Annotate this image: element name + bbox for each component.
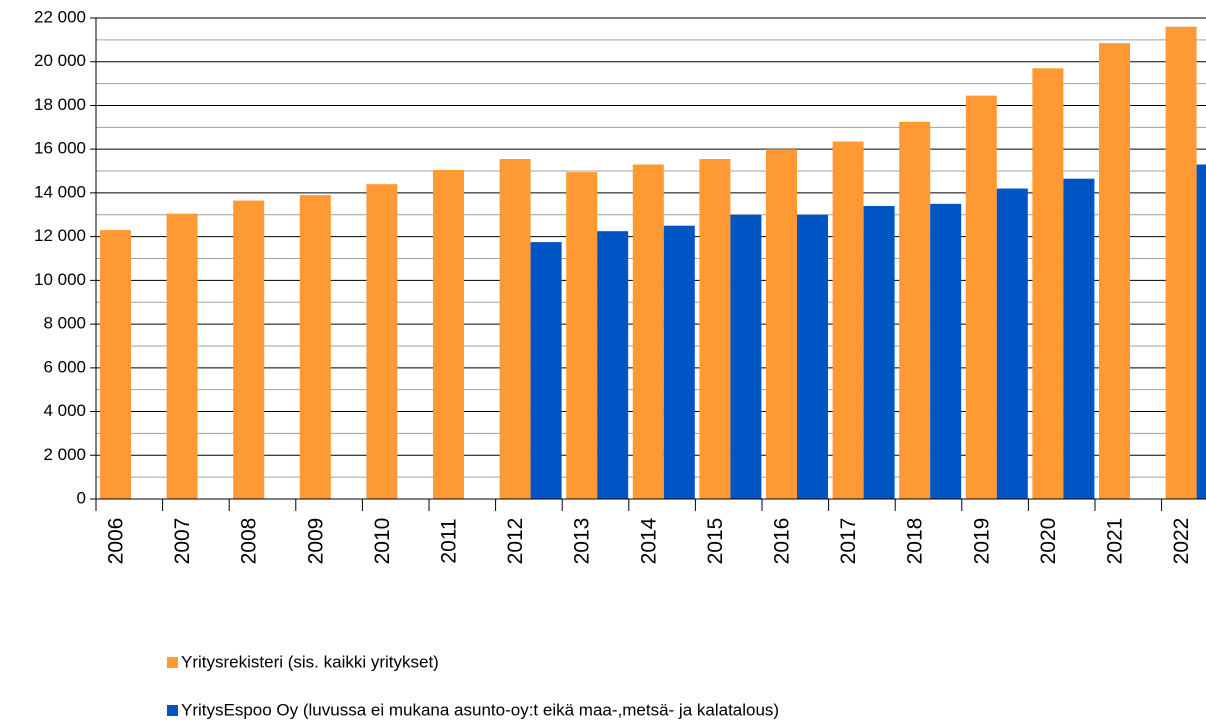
x-tick-label: 2019 <box>970 518 993 565</box>
y-tick-label: 12 000 <box>34 226 86 245</box>
bar <box>996 188 1028 499</box>
bar <box>730 214 762 500</box>
x-tick-label: 2015 <box>704 518 727 565</box>
bar <box>965 95 997 499</box>
y-tick-label: 16 000 <box>34 139 86 158</box>
bar <box>832 141 864 499</box>
bar <box>100 230 131 499</box>
y-tick-label: 14 000 <box>34 182 86 201</box>
bar <box>433 169 464 499</box>
y-tick-label: 10 000 <box>34 270 86 289</box>
bar <box>766 149 797 499</box>
x-tick-label: 2018 <box>904 518 927 565</box>
y-tick-label: 2 000 <box>43 445 86 464</box>
y-tick-label: 22 000 <box>34 7 86 26</box>
bar <box>1165 26 1197 500</box>
x-tick-label: 2011 <box>438 518 461 563</box>
legend-label: YritysEspoo Oy (luvussa ei mukana asunto… <box>181 700 779 719</box>
bar <box>899 121 931 500</box>
bar <box>299 195 331 499</box>
bar <box>166 213 198 499</box>
bar <box>930 203 962 499</box>
bar <box>863 206 895 499</box>
bar <box>597 231 629 499</box>
legend-swatch <box>167 657 178 668</box>
legend-swatch <box>167 705 178 716</box>
bar <box>499 159 531 500</box>
bar <box>797 214 828 500</box>
x-tick-label: 2016 <box>771 518 794 565</box>
bar <box>663 225 695 500</box>
x-tick-label: 2017 <box>837 518 860 565</box>
bar <box>1099 43 1130 499</box>
x-tick-label: 2007 <box>171 518 194 565</box>
bar <box>699 159 731 500</box>
bar <box>632 164 664 499</box>
bar <box>233 200 265 499</box>
bar <box>366 184 398 499</box>
x-tick-label: 2022 <box>1170 518 1193 565</box>
legend-label: Yritysrekisteri (sis. kaikki yritykset) <box>181 652 439 671</box>
y-tick-label: 0 <box>77 488 86 507</box>
x-tick-label: 2014 <box>637 517 660 564</box>
x-tick-label: 2009 <box>304 518 327 565</box>
x-tick-label: 2006 <box>105 518 128 565</box>
x-tick-label: 2020 <box>1037 518 1060 565</box>
bar <box>1063 178 1095 499</box>
x-tick-label: 2012 <box>504 518 527 565</box>
x-tick-label: 2010 <box>371 518 394 565</box>
bar <box>1196 164 1206 499</box>
bar <box>566 172 598 499</box>
x-tick-label: 2013 <box>571 518 594 565</box>
y-tick-label: 20 000 <box>34 51 86 70</box>
y-tick-label: 6 000 <box>43 357 86 376</box>
bar <box>1032 68 1064 499</box>
x-tick-label: 2008 <box>238 518 261 565</box>
y-tick-label: 18 000 <box>34 95 86 114</box>
y-tick-label: 8 000 <box>43 314 86 333</box>
x-tick-label: 2021 <box>1104 518 1127 565</box>
bar <box>530 242 562 499</box>
y-tick-label: 4 000 <box>43 401 86 420</box>
